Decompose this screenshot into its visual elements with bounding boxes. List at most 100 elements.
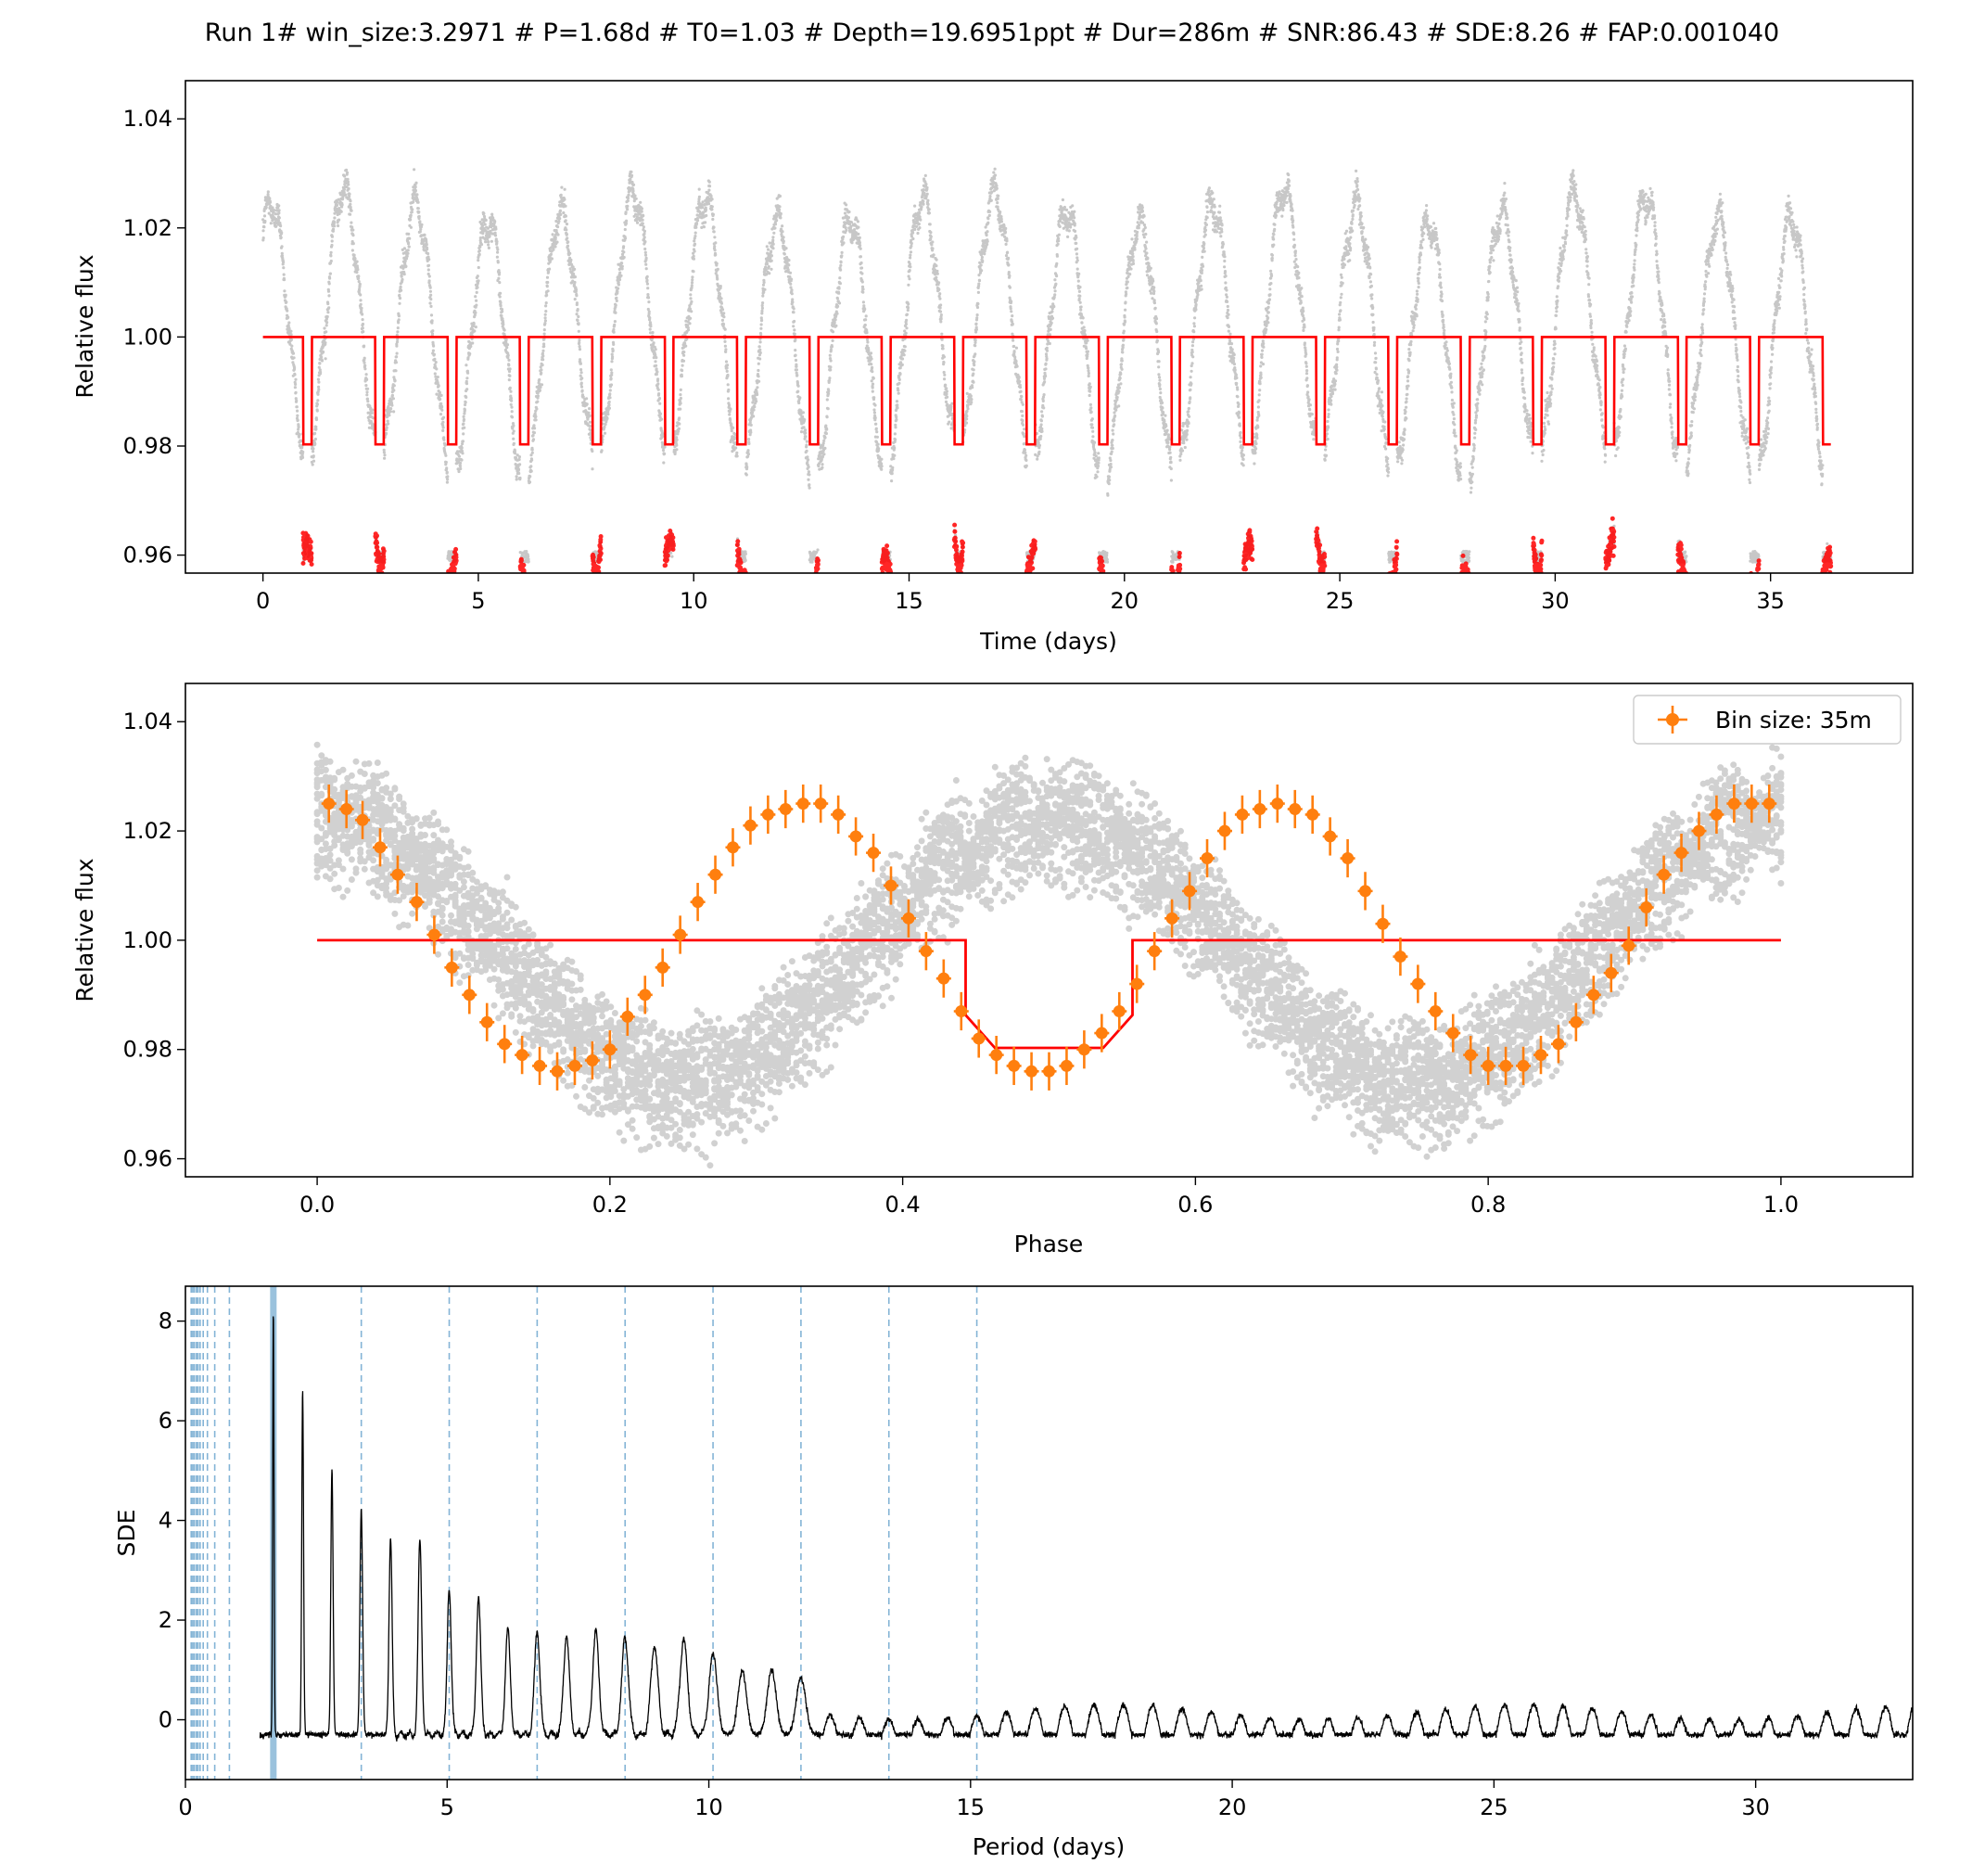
light-curve-xtick-label: 20 [1111,588,1139,614]
phase-folded-xlabel: Phase [1014,1231,1084,1257]
binned-marker [586,1054,599,1067]
binned-marker [884,879,897,892]
binned-marker [937,972,950,985]
binned-point [550,1052,566,1091]
binned-point [1076,1030,1092,1069]
binned-point [1656,855,1672,894]
binned-point [672,915,688,954]
binned-point [1357,872,1373,911]
light-curve-data-layer [261,167,1834,573]
legend-label: Bin size: 35m [1715,707,1872,734]
phase-folded-ytick-label: 0.96 [123,1146,172,1172]
binned-point [1322,817,1338,856]
binned-marker [1165,912,1178,925]
binned-point [1006,1046,1022,1086]
phase-folded-xtick-label: 1.0 [1763,1192,1799,1218]
figure-title: Run 1# win_size:3.2971 # P=1.68d # T0=1.… [205,19,1779,47]
binned-point [1603,953,1619,992]
periodogram-ytick-label: 6 [159,1408,172,1434]
binned-marker [1271,798,1284,810]
binned-marker [761,808,774,821]
binned-point [1673,834,1689,873]
periodogram-xtick-label: 20 [1218,1794,1247,1820]
binned-marker [374,841,387,854]
phase-folded-ticks: 0.0 0.2 0.4 0.6 0.8 1.0 0.96 0.98 1.00 1.02 1.04 [123,708,1799,1218]
binned-point [778,789,794,829]
binned-point [1481,1046,1496,1086]
binned-marker [551,1065,564,1078]
binned-point [1726,784,1742,823]
light-curve-model [262,336,1831,446]
phase-folded-xtick-label: 0.2 [592,1192,628,1218]
periodogram-xtick-label: 0 [178,1794,192,1820]
binned-marker [1008,1059,1021,1072]
binned-point [1621,926,1636,965]
binned-point [1691,811,1707,850]
binned-point [1709,795,1724,835]
binned-point [355,800,371,839]
binned-marker [709,868,722,881]
binned-marker [533,1059,546,1072]
phase-folded-panel: 0.0 0.2 0.4 0.6 0.8 1.0 0.96 0.98 1.00 1.02 1.04 P… [71,683,1914,1257]
binned-point [1234,795,1250,835]
binned-marker [692,896,705,909]
binned-marker [1148,945,1161,958]
binned-marker [1201,852,1214,865]
binned-marker [1464,1049,1477,1062]
light-curve-xlabel: Time (days) [979,628,1117,655]
binned-point [743,806,758,845]
binned-marker [1534,1049,1547,1062]
binned-point [338,789,354,829]
binned-point [1216,811,1232,850]
binned-marker [1342,852,1355,865]
light-curve-ytick-label: 0.96 [123,542,172,568]
light-curve-xtick-label: 15 [895,588,923,614]
binned-point [866,834,882,873]
binned-marker [744,819,757,832]
legend-box [1633,695,1902,745]
binned-marker [1393,951,1406,964]
binned-marker [1658,868,1671,881]
legend-marker-dot [1666,713,1679,726]
periodogram-xtick-label: 10 [694,1794,723,1820]
binned-point [1147,932,1163,971]
binned-point [988,1036,1004,1075]
binned-marker [604,1043,617,1056]
phase-folded-ytick-label: 1.04 [123,708,172,734]
binned-marker [1446,1027,1459,1040]
binned-point [900,899,916,938]
binned-point [1112,991,1127,1031]
phase-folded-ytick-label: 0.98 [123,1037,172,1063]
binned-marker [1552,1038,1565,1051]
binned-point [1533,1036,1548,1075]
light-curve-ytick-label: 1.02 [123,215,172,241]
binned-point [918,932,934,971]
light-curve-ytick-label: 1.00 [123,324,172,350]
binned-marker [1095,1027,1108,1040]
binned-point [637,976,653,1015]
binned-marker [1043,1065,1055,1078]
binned-point [813,784,829,823]
binned-marker [480,1015,493,1028]
binned-point [1585,976,1601,1015]
binned-point [1428,991,1444,1031]
binned-point [532,1046,548,1086]
binned-marker [1289,803,1302,816]
binned-marker [1411,977,1424,990]
light-curve-xtick-label: 5 [471,588,485,614]
periodogram-ytick-label: 8 [159,1308,172,1334]
binned-marker [1692,824,1705,837]
binned-marker [1622,939,1635,952]
binned-marker [427,928,440,941]
binned-marker [463,989,476,1002]
binned-point [1182,872,1198,911]
legend: Bin size: 35m [1633,695,1902,745]
binned-marker [1218,824,1231,837]
binned-marker [356,813,369,826]
binned-point [497,1025,513,1064]
binned-point [725,828,741,867]
phase-folded-xtick-label: 0.0 [299,1192,335,1218]
binned-marker [1745,798,1758,810]
light-curve-xtick-label: 30 [1541,588,1570,614]
binned-point [444,948,460,987]
